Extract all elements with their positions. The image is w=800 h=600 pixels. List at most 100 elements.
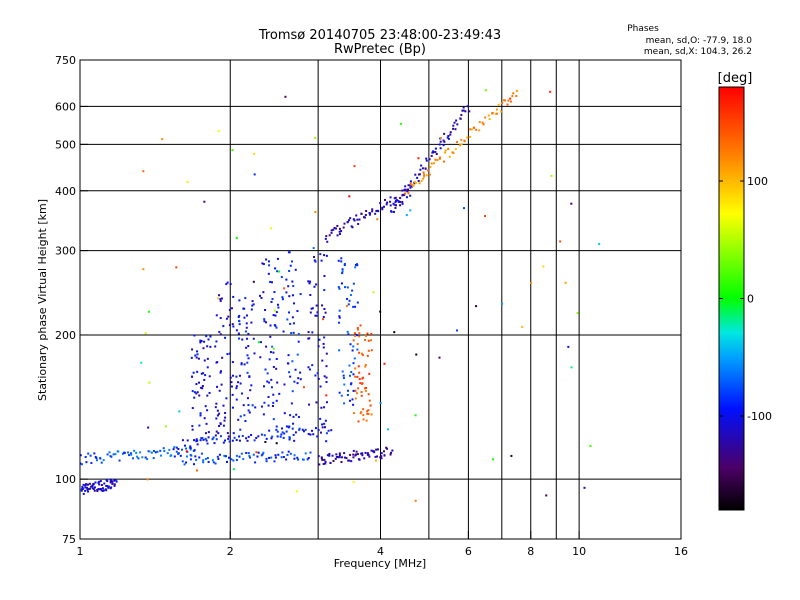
stats-x-line: mean, sd,X: 104.3, 26.2	[644, 47, 752, 57]
data-point	[350, 460, 353, 463]
data-point	[343, 222, 346, 225]
data-point	[376, 455, 379, 458]
data-point	[292, 322, 295, 325]
data-point	[322, 318, 325, 321]
data-point	[194, 455, 197, 458]
data-point	[242, 458, 245, 461]
data-point	[272, 314, 275, 317]
data-point	[328, 454, 331, 457]
data-point	[211, 438, 214, 441]
data-point	[403, 193, 406, 196]
data-point	[238, 337, 241, 340]
data-point	[346, 286, 349, 289]
data-point	[150, 451, 153, 454]
data-point	[87, 452, 90, 455]
data-point	[231, 149, 234, 152]
data-point	[247, 357, 250, 360]
data-point	[227, 437, 230, 440]
data-point	[379, 202, 382, 205]
data-point	[265, 437, 268, 440]
data-point	[156, 450, 159, 453]
data-point	[209, 345, 212, 348]
data-point	[202, 461, 205, 464]
colorbar-label: [deg]	[718, 71, 753, 86]
data-point	[419, 168, 422, 171]
data-point	[314, 260, 317, 263]
data-point	[308, 282, 311, 285]
data-point	[276, 303, 279, 306]
data-point	[172, 448, 175, 451]
data-point	[263, 401, 266, 404]
data-point	[484, 89, 487, 92]
data-point	[215, 417, 218, 420]
data-point	[322, 315, 325, 318]
data-point	[207, 460, 210, 463]
data-point	[482, 122, 485, 125]
data-point	[264, 440, 267, 443]
data-point	[389, 196, 392, 199]
data-point	[193, 439, 196, 442]
data-point	[106, 485, 109, 488]
data-point	[315, 304, 318, 307]
data-point	[420, 164, 423, 167]
data-point	[238, 439, 241, 442]
data-point	[392, 210, 395, 213]
data-point	[583, 486, 586, 489]
data-point	[336, 234, 339, 237]
data-point	[94, 481, 97, 484]
data-point	[193, 334, 196, 337]
x-tick-label: 2	[227, 545, 234, 558]
data-point	[401, 202, 404, 205]
data-point	[288, 270, 291, 273]
data-point	[222, 404, 225, 407]
data-point	[353, 357, 356, 360]
data-point	[241, 338, 244, 341]
data-point	[504, 99, 507, 102]
data-point	[358, 371, 361, 374]
data-point	[385, 446, 388, 449]
data-point	[243, 363, 246, 366]
data-point	[105, 484, 108, 487]
data-point	[318, 463, 321, 466]
data-point	[439, 136, 442, 139]
data-point	[434, 158, 437, 161]
data-point	[301, 428, 304, 431]
data-point	[200, 437, 203, 440]
data-point	[214, 434, 217, 437]
data-point	[389, 453, 392, 456]
data-point	[313, 285, 316, 288]
data-point	[358, 458, 361, 461]
data-point	[293, 457, 296, 460]
data-point	[409, 194, 412, 197]
data-point	[368, 372, 371, 375]
data-point	[261, 262, 264, 265]
data-point	[411, 184, 414, 187]
data-point	[252, 453, 255, 456]
data-point	[404, 185, 407, 188]
data-point	[364, 451, 367, 454]
data-point	[193, 396, 196, 399]
data-point	[84, 489, 87, 492]
data-point	[415, 353, 418, 356]
data-point	[183, 463, 186, 466]
data-point	[106, 480, 109, 483]
data-point	[328, 234, 331, 237]
y-tick-label: 500	[55, 138, 76, 151]
data-point	[359, 324, 362, 327]
data-point	[169, 454, 172, 457]
data-point	[355, 263, 358, 266]
data-point	[390, 451, 393, 454]
data-point	[203, 200, 206, 203]
data-point	[107, 486, 110, 489]
data-point	[247, 452, 250, 455]
data-point	[327, 429, 330, 432]
data-point	[252, 303, 255, 306]
data-point	[147, 426, 150, 429]
data-point	[338, 315, 341, 318]
stats-o-line: mean, sd,O: -77.9, 18.0	[646, 36, 753, 46]
data-point	[113, 483, 116, 486]
data-point	[409, 209, 412, 212]
data-point	[263, 385, 266, 388]
data-point	[195, 438, 198, 441]
data-point	[237, 381, 240, 384]
